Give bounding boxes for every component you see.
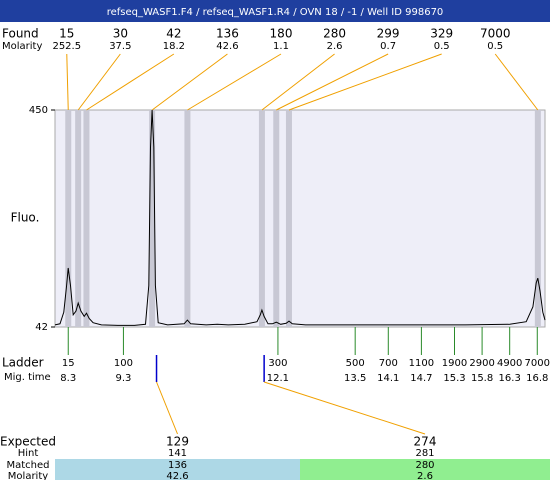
found-molarity: 0.5	[434, 41, 450, 52]
found-molarity: 37.5	[109, 41, 131, 52]
ladder-time: 9.3	[115, 373, 131, 384]
ladder-size: 100	[114, 358, 133, 369]
ladder-size: 4900	[497, 358, 522, 369]
found-connector	[151, 53, 228, 111]
expected-connector	[263, 381, 426, 435]
found-molarity: 18.2	[163, 41, 185, 52]
found-size: 180	[270, 27, 293, 41]
found-molarity: 0.7	[380, 41, 396, 52]
found-connector	[261, 53, 335, 111]
plot-area	[54, 109, 546, 328]
expected-molarity-label: Molarity	[8, 471, 48, 480]
peak-band	[83, 110, 90, 327]
cell-expected-1	[55, 459, 300, 480]
found-connector	[187, 53, 282, 111]
title-bar	[0, 0, 550, 22]
y-tick-label: 450	[29, 105, 48, 116]
found-molarity: 0.5	[487, 41, 503, 52]
found-size: 30	[113, 27, 128, 41]
ladder-size: 1100	[409, 358, 434, 369]
y-tick-label: 42	[35, 322, 48, 333]
found-size: 136	[216, 27, 239, 41]
found-connector	[86, 53, 175, 111]
peak-band	[534, 110, 541, 327]
ladder-size: 2900	[469, 358, 494, 369]
found-label: Found	[2, 27, 39, 41]
found-connector	[77, 53, 121, 111]
matched-label: Matched	[6, 460, 49, 471]
ladder-time: 14.7	[410, 373, 432, 384]
ladder-time: 15.8	[471, 373, 493, 384]
expected-connector	[156, 381, 178, 435]
ladder-time: 15.3	[443, 373, 465, 384]
peak-band	[65, 110, 72, 327]
hint-value: 141	[168, 448, 187, 459]
found-size: 42	[166, 27, 181, 41]
ladder-time: 14.1	[377, 373, 399, 384]
peak-band	[184, 110, 191, 327]
expected-molarity: 2.6	[417, 471, 433, 480]
ladder-time: 16.8	[526, 373, 548, 384]
matched-value: 280	[415, 460, 434, 471]
ladder-time: 8.3	[60, 373, 76, 384]
expected-label: Expected	[0, 435, 56, 449]
found-connector	[66, 53, 69, 111]
hint-label: Hint	[18, 448, 39, 459]
peak-band	[273, 110, 280, 327]
ladder-size: 7000	[525, 358, 550, 369]
found-molarity: 2.6	[327, 41, 343, 52]
ladder-time: 16.3	[499, 373, 521, 384]
ladder-label: Ladder	[2, 356, 44, 370]
found-molarity: 252.5	[52, 41, 81, 52]
peak-band	[149, 110, 156, 327]
found-connector	[276, 53, 389, 111]
ladder-size: 1900	[442, 358, 467, 369]
cell-expected-2	[300, 459, 550, 480]
y-axis-label: Fluo.	[11, 211, 40, 225]
expected-size: 129	[166, 435, 189, 449]
found-connector	[494, 53, 539, 111]
ladder-size: 500	[346, 358, 365, 369]
found-size: 299	[377, 27, 400, 41]
found-size: 329	[430, 27, 453, 41]
peak-band	[258, 110, 265, 327]
found-size: 15	[59, 27, 74, 41]
found-molarity: 42.6	[216, 41, 238, 52]
trace	[54, 109, 546, 326]
hint-value: 281	[415, 448, 434, 459]
title: refseq_WASF1.F4 / refseq_WASF1.R4 / OVN …	[107, 7, 444, 18]
expected-molarity: 42.6	[166, 471, 188, 480]
ladder-time: 12.1	[267, 373, 289, 384]
ladder-size: 300	[268, 358, 287, 369]
found-size: 7000	[480, 27, 511, 41]
expected-size: 274	[414, 435, 437, 449]
ladder-size: 700	[379, 358, 398, 369]
ladder-time: 13.5	[344, 373, 366, 384]
mig-time-label: Mig. time	[4, 372, 51, 383]
ladder-size: 15	[62, 358, 75, 369]
molarity-label: Molarity	[2, 41, 42, 52]
found-size: 280	[323, 27, 346, 41]
found-molarity: 1.1	[273, 41, 289, 52]
matched-value: 136	[168, 460, 187, 471]
found-connector	[288, 53, 442, 111]
peak-band	[285, 110, 292, 327]
peak-band	[75, 110, 82, 327]
